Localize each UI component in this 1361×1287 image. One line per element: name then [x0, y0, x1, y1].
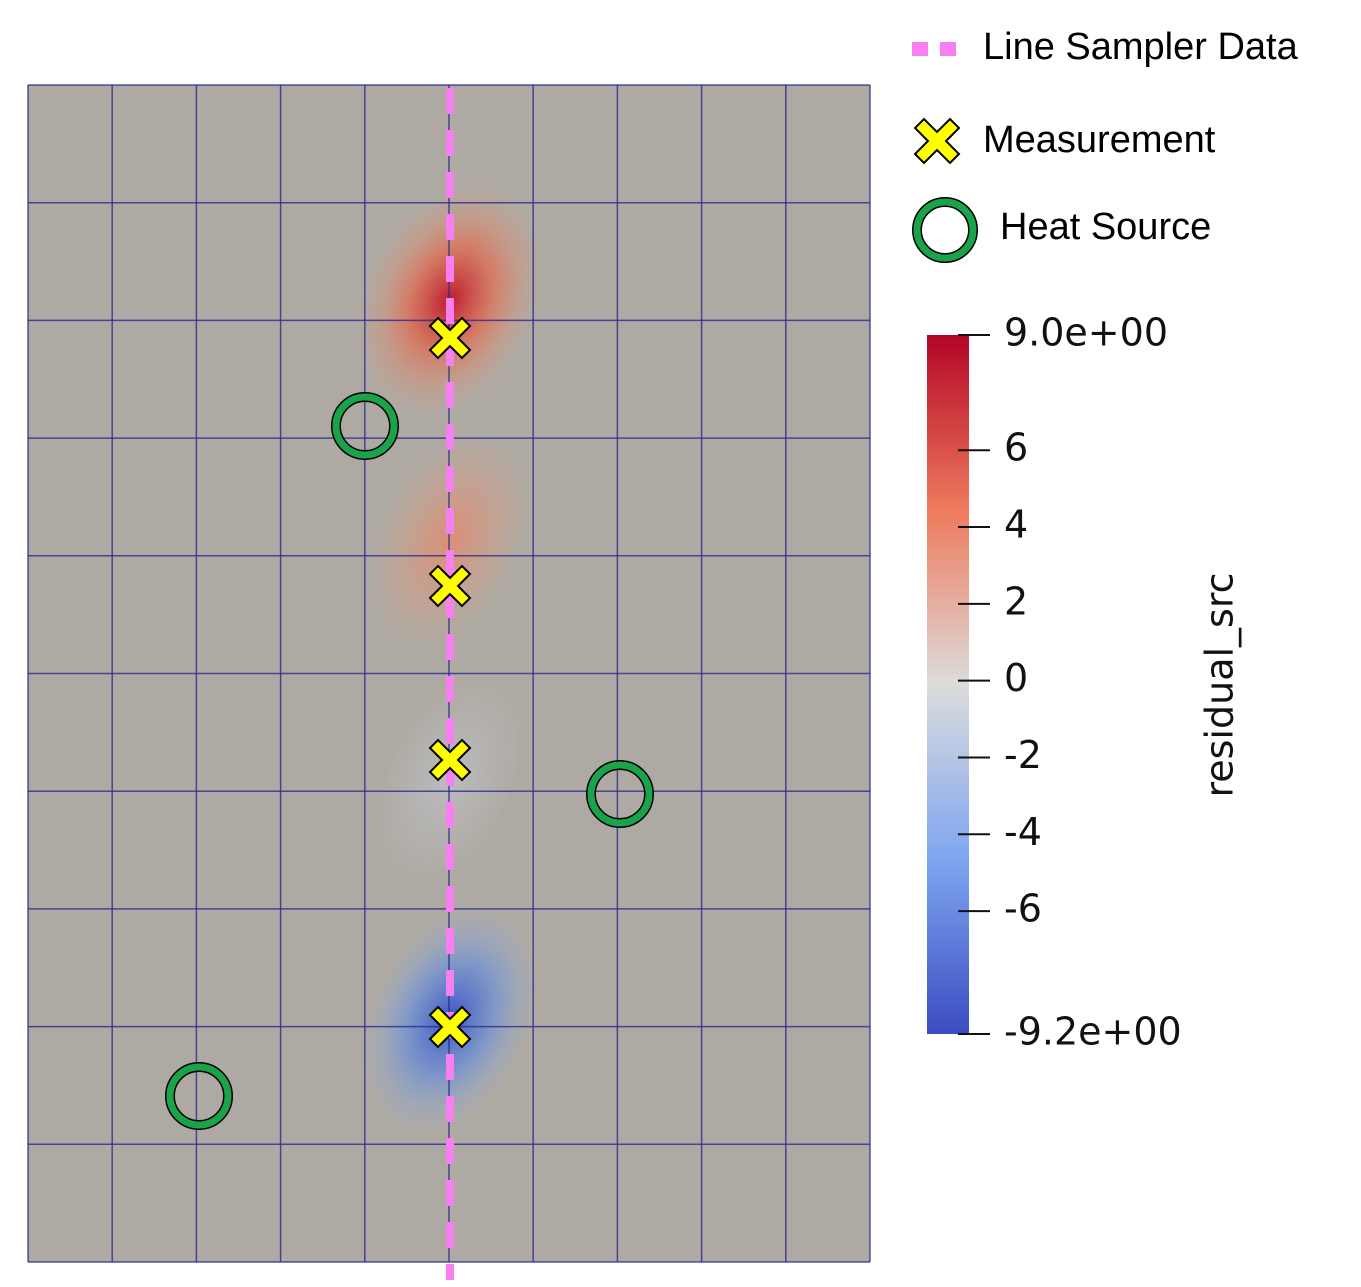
colorbar-tick-label: 9.0e+00: [1004, 311, 1168, 355]
legend-circle-swatch: [913, 198, 977, 262]
legend: Line Sampler Data Measurement Heat Sourc…: [912, 26, 1299, 263]
colorbar-tick-label: -2: [1004, 733, 1042, 777]
heat-sources: [165, 392, 654, 1130]
measurement-marker: [428, 564, 472, 608]
measurements: [428, 316, 472, 1049]
colorbar-title: residual_src: [1198, 572, 1242, 797]
measurement-marker: [428, 316, 472, 360]
colorbar-tick-label: 4: [1004, 503, 1028, 547]
colorbar-tick-label: 2: [1004, 579, 1028, 623]
legend-cross-swatch: [913, 117, 961, 165]
residual-peak: [371, 436, 529, 644]
colorbar-tick-label: -4: [1004, 810, 1042, 854]
legend-label: Line Sampler Data: [983, 26, 1299, 68]
heat-source-marker: [332, 393, 398, 459]
colorbar-gradient: [927, 335, 969, 1034]
measurement-marker: [428, 1005, 472, 1049]
colorbar: residual_src 9.0e+00 6 4 2 0 -2 -4 -6 -9.2e+00: [927, 311, 1242, 1054]
colorbar-tick-label: -6: [1004, 887, 1042, 931]
colorbar-tick-label: 6: [1004, 426, 1028, 470]
heat-source-marker: [166, 1063, 232, 1129]
legend-label: Heat Source: [1000, 206, 1211, 248]
measurement-marker: [428, 738, 472, 782]
legend-label: Measurement: [983, 119, 1216, 161]
heat-source-marker: [587, 761, 653, 827]
colorbar-tick-label: 0: [1004, 656, 1028, 700]
colorbar-tick-label: -9.2e+00: [1004, 1010, 1182, 1054]
